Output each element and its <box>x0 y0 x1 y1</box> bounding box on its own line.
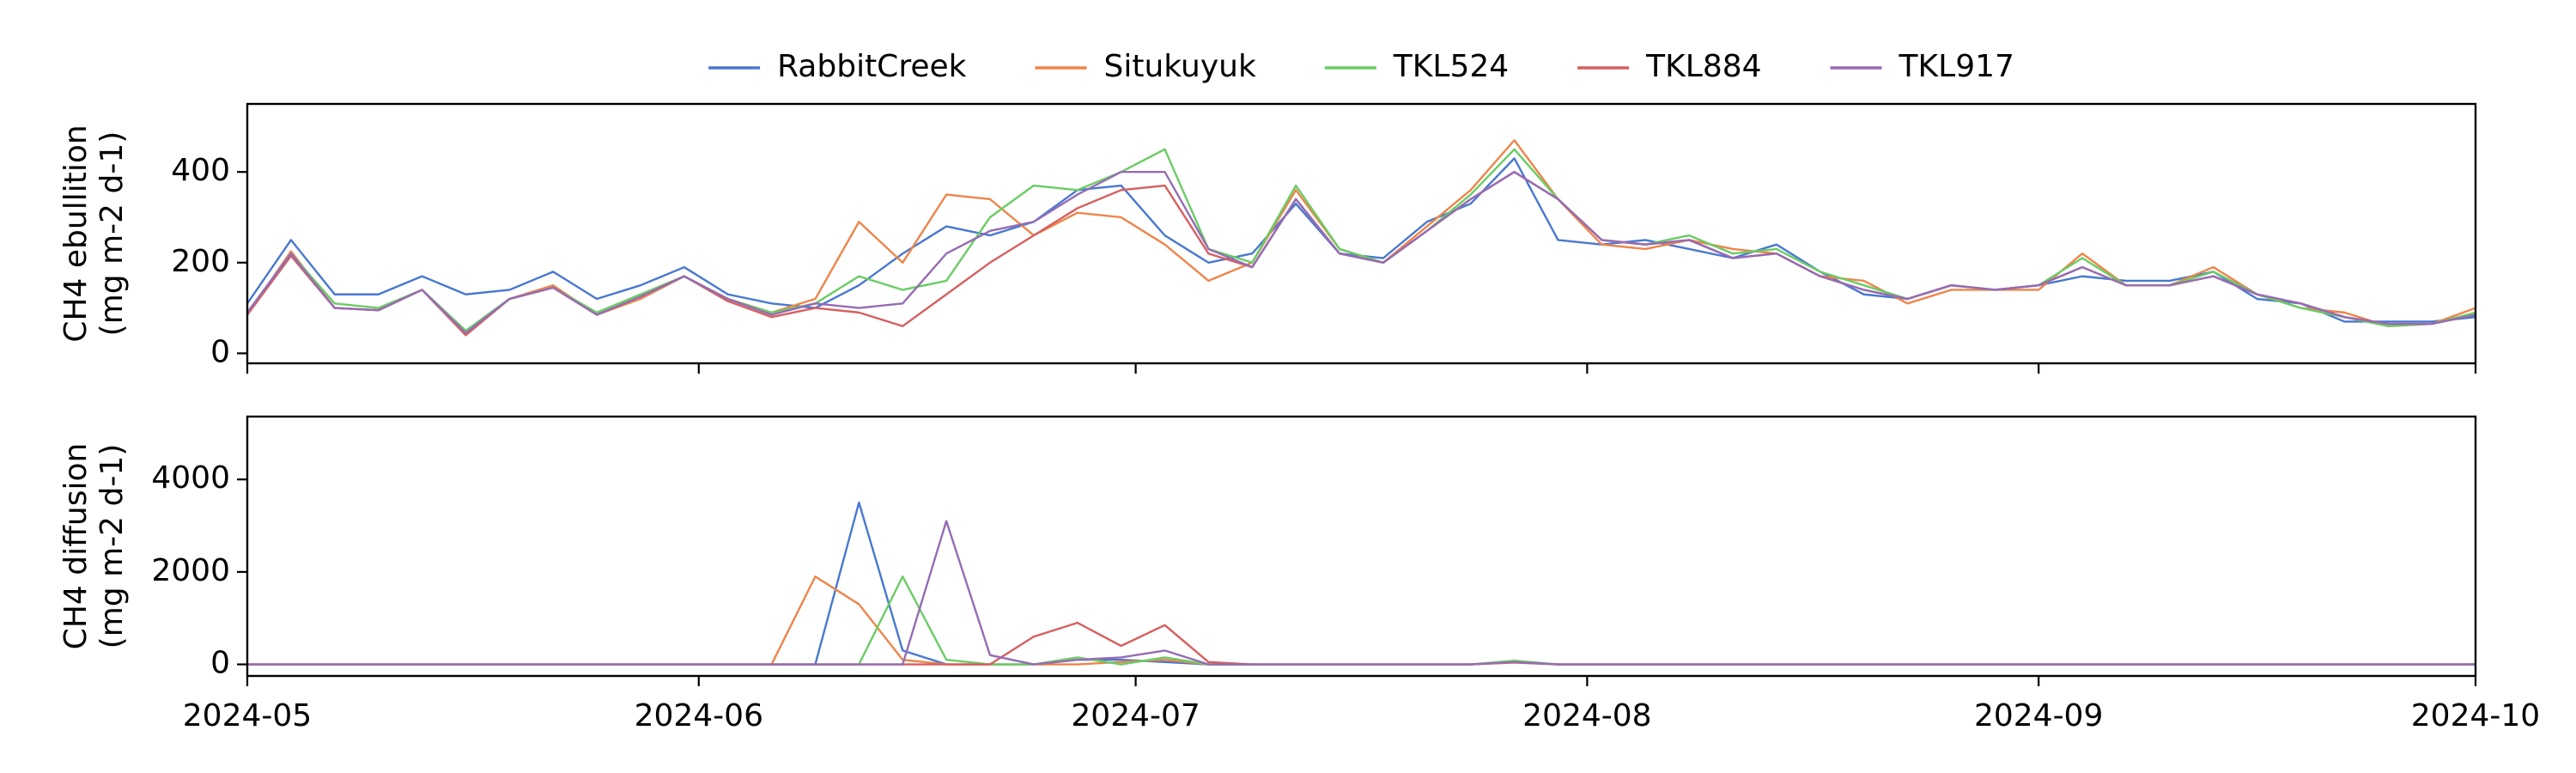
series-line <box>247 157 2476 323</box>
legend-label: RabbitCreek <box>777 49 967 84</box>
y-tick-label: 2000 <box>151 553 230 588</box>
legend-item: TKL884 <box>1577 49 1762 84</box>
y-axis-label: (mg m-2 d-1) <box>94 131 130 337</box>
x-tick-label: 2024-07 <box>1071 698 1200 733</box>
legend-label: Situkuyuk <box>1103 49 1255 84</box>
series-line <box>247 520 2476 666</box>
y-axis-label: (mg m-2 d-1) <box>94 444 130 649</box>
y-tick-label: 400 <box>171 153 230 188</box>
series-line <box>247 575 2476 666</box>
x-tick-label: 2024-06 <box>635 698 763 733</box>
x-tick-label: 2024-05 <box>183 698 312 733</box>
y-axis-label: CH4 diffusion <box>58 443 94 650</box>
series-line <box>247 171 2476 337</box>
legend-item: Situkuyuk <box>1035 49 1256 84</box>
legend-item: TKL917 <box>1830 49 2014 84</box>
legend-item: RabbitCreek <box>708 49 967 84</box>
legend-label: TKL884 <box>1645 49 1761 84</box>
axes-frame <box>246 415 2477 678</box>
y-tick-label: 0 <box>210 334 230 369</box>
legend-label: TKL524 <box>1393 49 1509 84</box>
legend: RabbitCreek Situkuyuk TKL524 TKL884 TKL917 <box>708 49 2014 84</box>
y-axis-label: CH4 ebullition <box>58 125 94 342</box>
legend-item: TKL524 <box>1324 49 1509 84</box>
y-tick-label: 4000 <box>151 460 230 496</box>
series-line <box>247 621 2476 666</box>
axes-frame <box>246 102 2477 365</box>
y-tick-label: 0 <box>210 646 230 681</box>
legend-label: TKL917 <box>1899 49 2014 84</box>
x-tick-label: 2024-09 <box>1974 698 2103 733</box>
series-line <box>247 501 2476 666</box>
y-tick-label: 200 <box>171 244 230 279</box>
x-tick-label: 2024-08 <box>1522 698 1651 733</box>
series-line <box>247 575 2476 666</box>
series-line <box>247 148 2476 332</box>
series-line <box>247 171 2476 334</box>
x-tick-label: 2024-10 <box>2411 698 2540 733</box>
